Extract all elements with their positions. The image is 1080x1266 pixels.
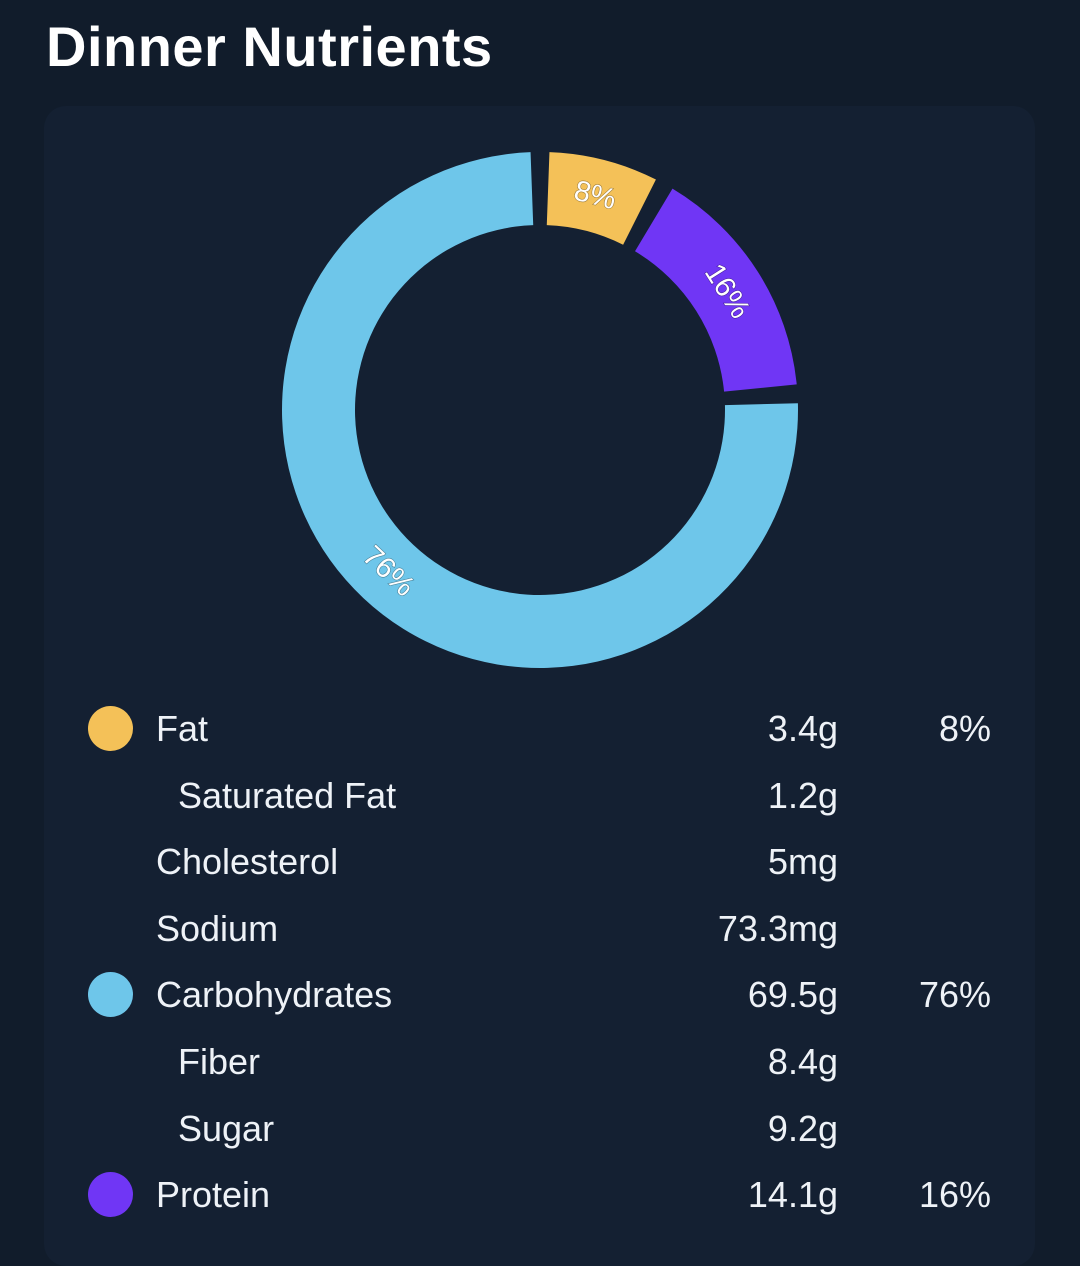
- nutrient-row-fiber: Fiber 8.4g: [44, 1027, 1035, 1094]
- nutrient-amount: 69.5g: [747, 974, 838, 1016]
- nutrient-row-fat: Fat 3.4g 8%: [44, 694, 1035, 761]
- nutrient-name: Protein: [156, 1174, 271, 1216]
- nutrient-row-cholesterol: Cholesterol 5mg: [44, 827, 1035, 894]
- page-title: Dinner Nutrients: [46, 15, 493, 78]
- donut-slice-fat: [546, 152, 656, 245]
- nutrient-name: Saturated Fat: [178, 774, 397, 816]
- nutrient-amount: 14.1g: [747, 1174, 838, 1216]
- nutrient-name: Sodium: [156, 907, 279, 949]
- macro-donut-chart: 8%16%76%: [281, 152, 798, 668]
- nutrient-percent: 76%: [918, 974, 991, 1016]
- nutrient-amount: 3.4g: [767, 708, 838, 749]
- nutrient-row-carbohydrates: Carbohydrates 69.5g 76%: [44, 960, 1035, 1027]
- nutrient-amount: 9.2g: [767, 1107, 838, 1149]
- nutrient-name: Fat: [156, 708, 209, 749]
- nutrient-name: Carbohydrates: [156, 974, 393, 1016]
- nutrient-list: Fat 3.4g 8% Saturated Fat 1.2g Cholester…: [44, 694, 1035, 1227]
- nutrient-name: Cholesterol: [156, 841, 339, 883]
- carbohydrates-color-dot: [88, 972, 133, 1018]
- nutrients-card: 8% 16% 76% Fat 3.4g 8% Saturated Fat 1.2g …: [44, 106, 1035, 1266]
- nutrient-name: Fiber: [178, 1040, 261, 1082]
- nutrient-amount: 73.3mg: [717, 907, 838, 949]
- nutrient-row-sodium: Sodium 73.3mg: [44, 894, 1035, 961]
- nutrient-amount: 1.2g: [767, 774, 838, 816]
- nutrient-percent: 8%: [938, 708, 991, 749]
- nutrient-percent: 16%: [918, 1174, 991, 1216]
- nutrient-row-sugar: Sugar 9.2g: [44, 1094, 1035, 1161]
- donut-slice-protein: [635, 188, 797, 392]
- protein-color-dot: [88, 1172, 133, 1218]
- nutrient-name: Sugar: [178, 1107, 275, 1149]
- fat-color-dot: [88, 706, 133, 751]
- nutrient-row-saturated-fat: Saturated Fat 1.2g: [44, 761, 1035, 828]
- nutrient-amount: 8.4g: [767, 1040, 838, 1082]
- nutrient-amount: 5mg: [767, 841, 838, 883]
- nutrient-row-protein: Protein 14.1g 16%: [44, 1160, 1035, 1227]
